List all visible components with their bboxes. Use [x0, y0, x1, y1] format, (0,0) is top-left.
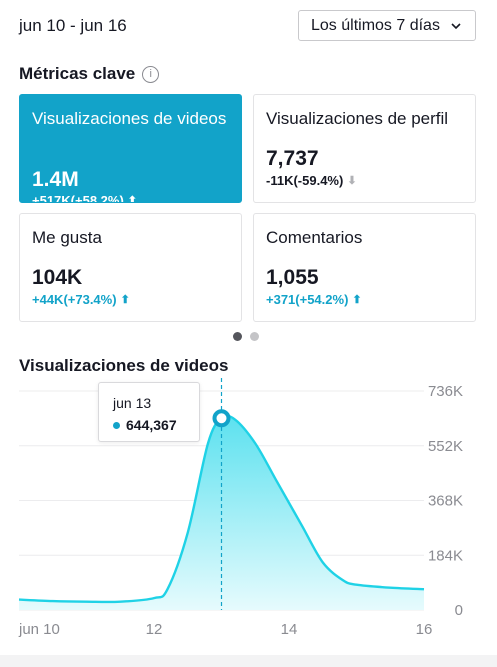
metric-delta: -11K(-59.4%) ⬇ — [266, 173, 357, 188]
metric-card-comments[interactable]: Comentarios 1,055 +371(+54.2%) ⬆ — [253, 213, 476, 322]
y-tick-label: 184K — [428, 547, 463, 564]
metric-value: 104K — [32, 266, 83, 289]
metric-label: Me gusta — [32, 228, 102, 247]
chart-tooltip: jun 13 644,367 — [98, 382, 200, 442]
highlight-point[interactable] — [212, 409, 231, 428]
video-views-chart[interactable]: 736K 552K 368K 184K 0 jun 10 12 14 16 — [0, 378, 497, 640]
top-bar: jun 10 - jun 16 Los últimos 7 días — [0, 0, 497, 52]
metric-delta: +44K(+73.4%) ⬆ — [32, 292, 130, 307]
y-tick-label: 736K — [428, 383, 463, 400]
metric-label: Comentarios — [266, 228, 363, 247]
x-tick-label: 14 — [281, 621, 298, 638]
arrow-up-icon: ⬆ — [120, 294, 130, 306]
arrow-down-icon: ⬇ — [347, 175, 357, 187]
x-tick-label: 12 — [146, 621, 163, 638]
metric-label: Visualizaciones de videos — [32, 109, 227, 128]
chevron-down-icon — [451, 23, 461, 30]
date-range-label: jun 10 - jun 16 — [19, 16, 127, 35]
x-tick-label: jun 10 — [18, 621, 60, 638]
y-tick-label: 368K — [428, 493, 463, 510]
pagination-dot-2[interactable] — [250, 332, 259, 341]
info-icon[interactable]: i — [142, 65, 160, 83]
series-color-dot — [113, 421, 120, 429]
metric-card-profile-views[interactable]: Visualizaciones de perfil 7,737 -11K(-59… — [253, 94, 476, 203]
metrics-section-title: Métricas clave i — [19, 64, 160, 84]
metric-label: Visualizaciones de perfil — [266, 109, 449, 128]
tooltip-value: 644,367 — [126, 417, 177, 433]
metric-delta-text: +371(+54.2%) — [266, 292, 349, 307]
carousel-pagination — [233, 332, 259, 341]
metric-card-likes[interactable]: Me gusta 104K +44K(+73.4%) ⬆ — [19, 213, 242, 322]
metric-delta-text: +44K(+73.4%) — [32, 292, 117, 307]
x-tick-label: 16 — [416, 621, 433, 638]
metric-delta-text: +517K(+58.2%) — [32, 193, 124, 203]
period-select[interactable]: Los últimos 7 días — [298, 10, 476, 41]
bottom-strip — [0, 655, 497, 667]
metric-value: 1.4M — [32, 168, 79, 191]
metric-value: 1,055 — [266, 266, 319, 289]
metric-value: 7,737 — [266, 147, 319, 170]
arrow-up-icon: ⬆ — [127, 195, 137, 203]
metrics-title-text: Métricas clave — [19, 64, 136, 83]
series-line — [18, 414, 425, 604]
metric-delta: +517K(+58.2%) ⬆ — [32, 193, 137, 203]
metric-card-video-views[interactable]: Visualizaciones de videos 1.4M +517K(+58… — [19, 94, 242, 203]
chart-title: Visualizaciones de videos — [19, 356, 229, 375]
arrow-up-icon: ⬆ — [352, 294, 362, 306]
tooltip-value-row: 644,367 — [113, 417, 177, 433]
tooltip-date: jun 13 — [113, 395, 152, 411]
metric-delta-text: -11K(-59.4%) — [266, 173, 344, 188]
y-tick-label: 0 — [455, 602, 463, 619]
period-select-label: Los últimos 7 días — [311, 16, 440, 34]
metric-delta: +371(+54.2%) ⬆ — [266, 292, 362, 307]
y-tick-label: 552K — [428, 438, 463, 455]
pagination-dot-1[interactable] — [233, 332, 242, 341]
